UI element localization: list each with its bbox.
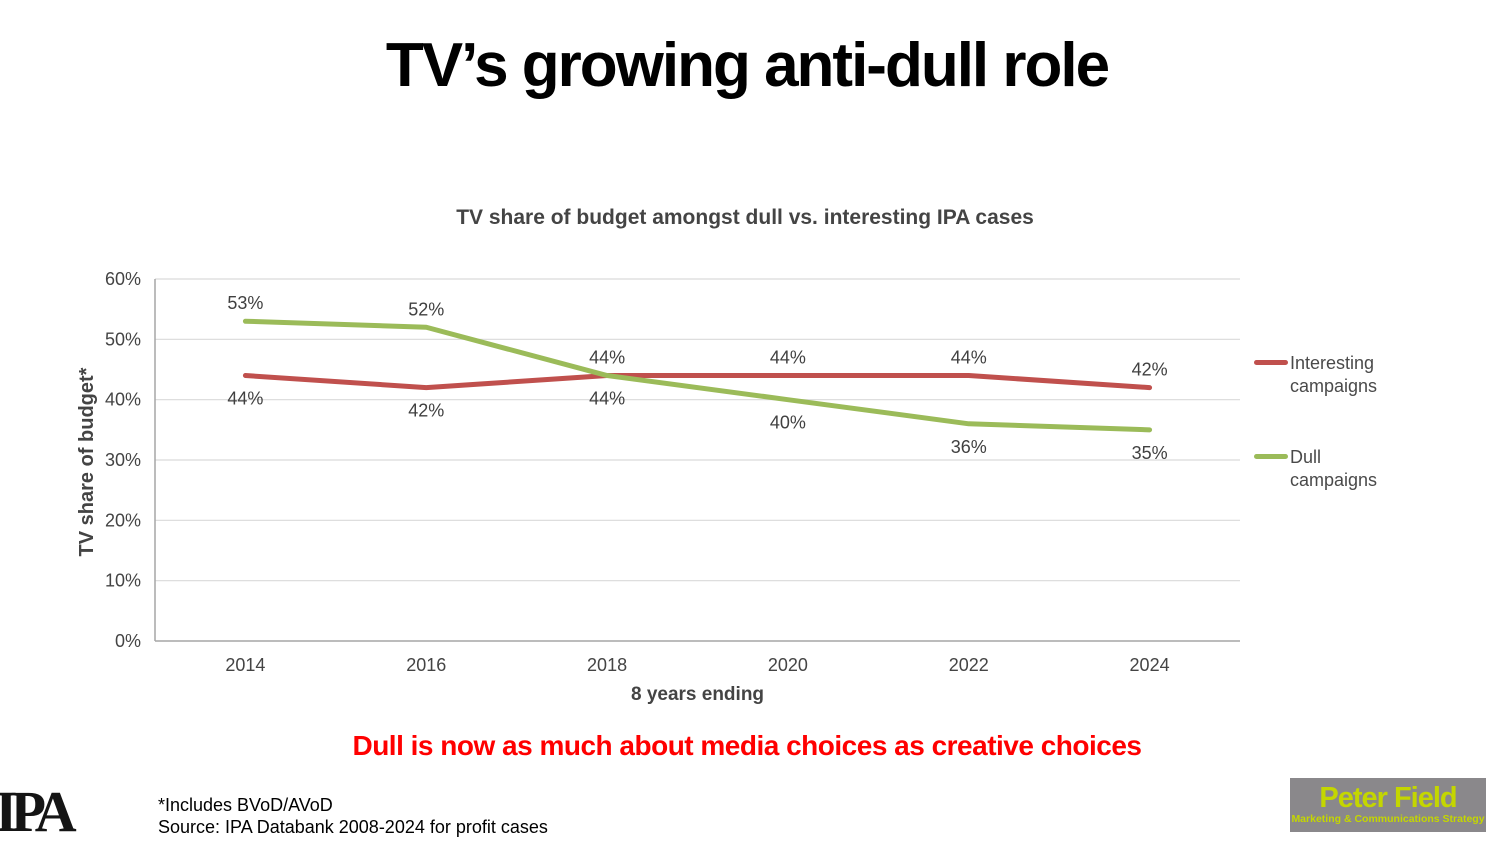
x-tick-label: 2022 [949,655,989,675]
peter-field-logo-title: Peter Field [1319,782,1457,814]
y-tick-label: 20% [105,510,141,530]
data-label-interesting-campaigns-2016: 42% [408,401,444,421]
footnote-source: Source: IPA Databank 2008-2024 for profi… [158,817,548,837]
data-label-interesting-campaigns-2014: 44% [227,389,263,409]
data-label-interesting-campaigns-2024: 42% [1132,360,1168,380]
data-label-interesting-campaigns-2020: 44% [770,348,806,368]
y-tick-label: 60% [105,269,141,289]
x-tick-label: 2020 [768,655,808,675]
slide-title: TV’s growing anti-dull role [385,31,1110,100]
x-tick-label: 2018 [587,655,627,675]
legend-swatch-interesting-campaigns [1254,360,1288,365]
peter-field-logo-subtitle: Marketing & Communications Strategy [1291,813,1485,825]
chart-title: TV share of budget amongst dull vs. inte… [456,206,1034,229]
y-tick-label: 50% [105,329,141,349]
y-tick-label: 0% [115,631,141,651]
legend-swatch-dull-campaigns [1254,454,1288,459]
callout-text: Dull is now as much about media choices … [352,730,1142,761]
series-line-interesting-campaigns [242,373,1153,391]
x-axis-title: 8 years ending [630,684,765,705]
ipa-logo: IPA [0,779,77,844]
data-label-interesting-campaigns-2022: 44% [951,348,987,368]
data-label-dull-campaigns-2018: 44% [589,389,625,409]
x-tick-label: 2024 [1130,655,1170,675]
data-label-interesting-campaigns-2018: 44% [589,348,625,368]
data-label-dull-campaigns-2024: 35% [1132,443,1168,463]
peter-field-logo: Peter Field Marketing & Communications S… [1290,778,1486,832]
footnote-includes: *Includes BVoD/AVoD [158,795,333,815]
data-label-dull-campaigns-2020: 40% [770,413,806,433]
legend-item-dull-campaigns: Dull campaigns [1254,446,1392,492]
y-tick-label: 30% [105,450,141,470]
legend-label-interesting-campaigns: Interesting campaigns [1290,353,1378,396]
x-tick-label: 2014 [225,655,265,675]
data-label-dull-campaigns-2014: 53% [227,293,263,313]
x-tick-label: 2016 [406,655,446,675]
data-label-dull-campaigns-2022: 36% [951,437,987,457]
footnotes: *Includes BVoD/AVoD Source: IPA Databank… [158,794,548,838]
y-axis-title: TV share of budget* [76,367,98,557]
data-label-dull-campaigns-2016: 52% [408,299,444,319]
legend-label-dull-campaigns: Dull campaigns [1290,447,1378,490]
y-tick-label: 10% [105,571,141,591]
y-tick-label: 40% [105,390,141,410]
series-line-dull-campaigns [242,318,1153,433]
legend-item-interesting-campaigns: Interesting campaigns [1254,352,1392,398]
